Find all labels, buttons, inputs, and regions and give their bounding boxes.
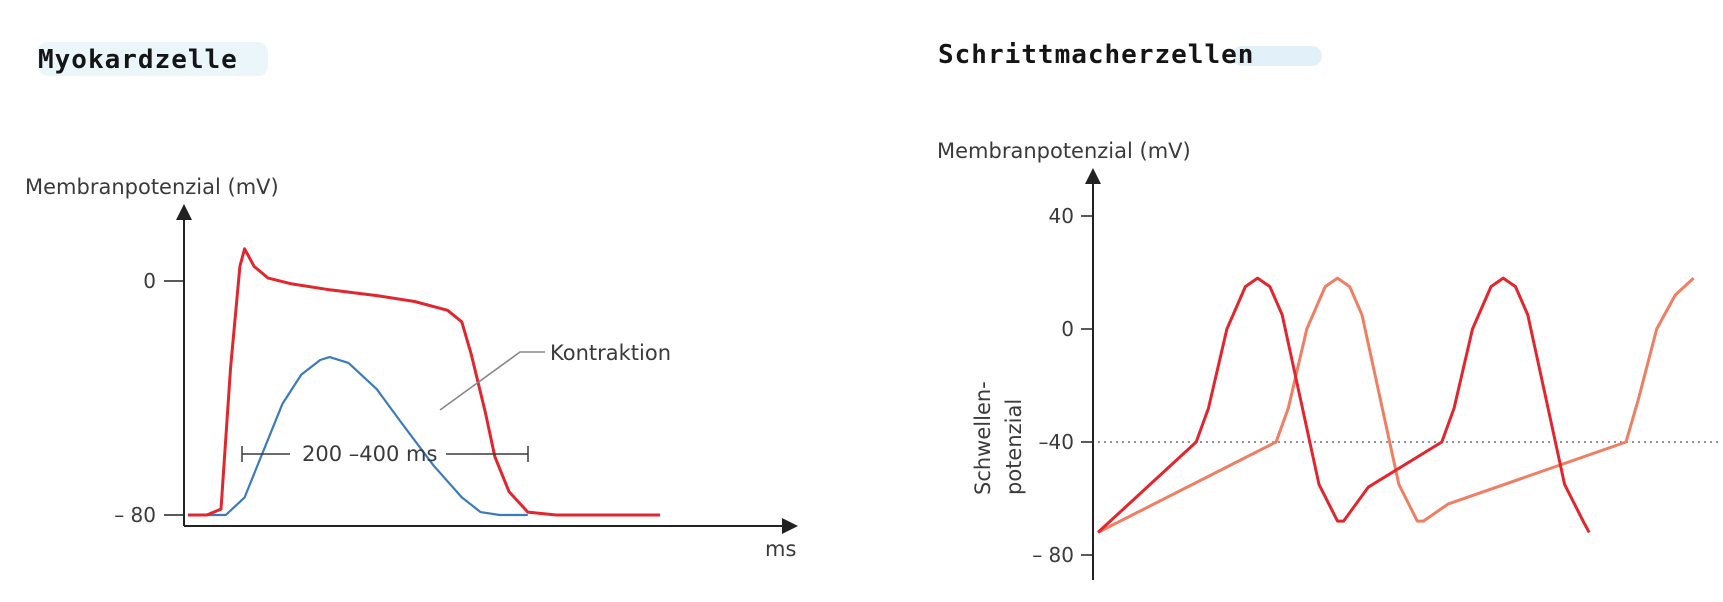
x-axis-label: ms [765, 537, 796, 561]
y-tick-label-2: –40 [1039, 430, 1074, 454]
y-axis-label: Membranpotenzial (mV) [937, 139, 1191, 163]
duration-label: 200 –400 ms [302, 442, 437, 466]
y-tick-label-0: 40 [1049, 204, 1074, 228]
chart-title: Myokardzelle [38, 45, 238, 75]
chart-title: Schrittmacherzellen [938, 40, 1254, 70]
title-highlight [38, 42, 268, 76]
y-tick-label-1: 0 [1061, 317, 1074, 341]
contraction-label: Kontraktion [550, 341, 671, 365]
duration-bracket [241, 446, 529, 462]
y-axis-label: Membranpotenzial (mV) [25, 175, 279, 199]
y-tick-label-0: 0 [143, 269, 156, 293]
series-pacemaker-cell-1 [1096, 276, 1591, 534]
series-pacemaker-cell-2 [1097, 276, 1695, 534]
chart-schrittmacherzellen: Schrittmacherzellen Membranpotenzial (mV… [937, 40, 1718, 580]
contraction-leader-line [439, 351, 545, 411]
y-tick-label-3: – 80 [1032, 543, 1074, 567]
title-highlight [1232, 46, 1322, 66]
threshold-label-line-2: potenzial [1002, 399, 1026, 495]
series-action-potential [188, 247, 660, 517]
chart-myokardzelle: Myokardzelle Membranpotenzial (mV) ms 0 –… [25, 42, 798, 561]
y-ticks: 0 – 80 [114, 269, 184, 527]
y-ticks: 40 0 –40 – 80 [1032, 204, 1093, 567]
y-tick-label-1: – 80 [114, 503, 156, 527]
threshold-label-line-1: Schwellen- [971, 381, 995, 495]
series-contraction [188, 356, 528, 517]
